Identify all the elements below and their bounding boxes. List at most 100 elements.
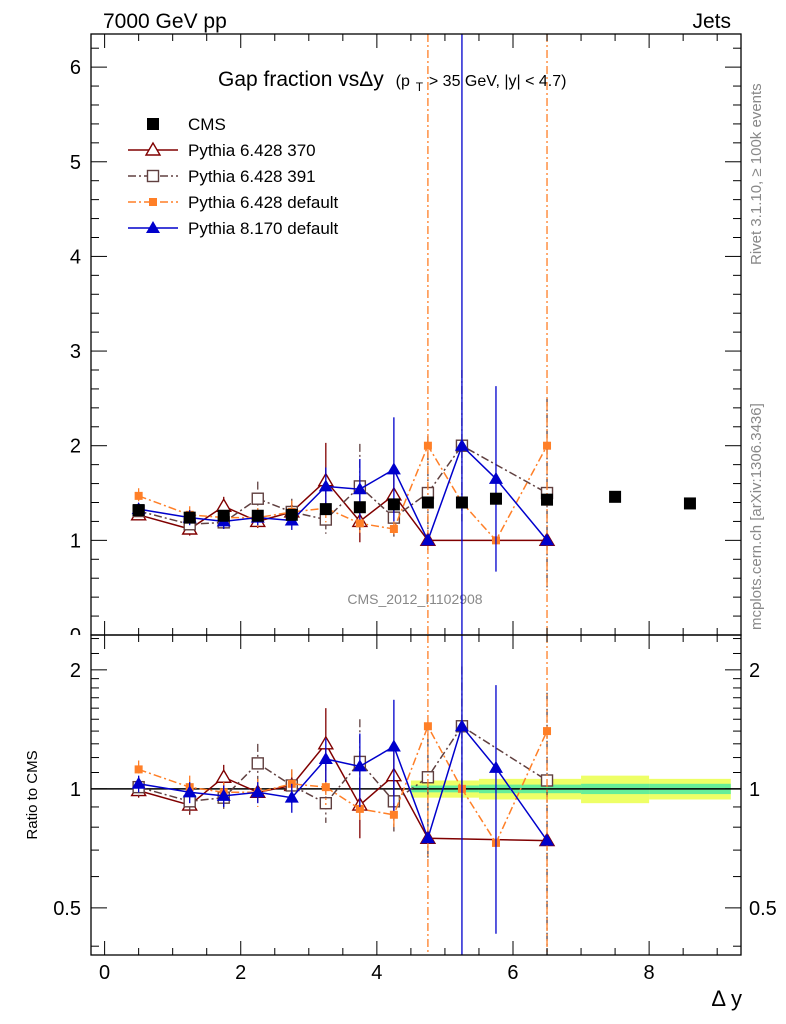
main-point-4-8 <box>420 533 435 546</box>
title-cut-sub: T <box>416 80 424 94</box>
ratio-y-tick-label-1: 1 <box>70 779 81 801</box>
main-point-0-11 <box>541 493 554 506</box>
main-point-1-2 <box>215 497 232 512</box>
main-point-2-3 <box>251 492 264 505</box>
main-point-4-5 <box>318 479 333 492</box>
x-tick-label-3: 6 <box>507 962 518 984</box>
ratio-y-tick-label-right-2: 2 <box>749 660 760 682</box>
main-point-3-7 <box>389 524 398 533</box>
main-point-4-11 <box>540 533 555 546</box>
main-point-0-7 <box>387 498 400 511</box>
main-point-3-11 <box>543 441 552 450</box>
ratio-point-1-2 <box>215 768 232 783</box>
main-point-0-3 <box>251 509 264 522</box>
process-label: Jets <box>692 10 731 33</box>
legend-marker-2 <box>146 169 160 183</box>
x-tick-label-0: 0 <box>99 962 110 984</box>
main-point-4-6 <box>352 482 367 495</box>
ratio-point-3-0 <box>134 765 143 774</box>
main-line-2 <box>138 444 548 526</box>
main-point-0-6 <box>353 501 366 514</box>
main-point-0-10 <box>489 492 502 505</box>
title-main: Gap fraction vsΔy <box>218 68 384 91</box>
main-y-tick-label-0: 0 <box>70 625 81 647</box>
legend: CMS Pythia 6.428 370 Pythia 6.428 391 Pythi… <box>128 115 339 238</box>
ratio-line-3 <box>138 724 548 845</box>
axes-frames <box>90 33 742 956</box>
main-series-0 <box>132 490 696 524</box>
legend-marker-0 <box>147 118 159 130</box>
ratio-point-4-10 <box>488 760 503 773</box>
legend-marker-1 <box>144 141 162 156</box>
ratio-point-4-8 <box>420 831 435 844</box>
main-point-3-6 <box>355 519 364 528</box>
main-point-4-10 <box>488 471 503 484</box>
rivet-version-label: Rivet 3.1.10, ≥ 100k events <box>748 83 765 265</box>
main-point-0-0 <box>132 504 145 517</box>
main-y-tick-label-6: 6 <box>70 57 81 79</box>
analysis-watermark: CMS_2012_I1102908 <box>347 591 482 607</box>
legend-label-2: Pythia 6.428 391 <box>188 167 316 186</box>
svg-text:Gap fraction vsΔy (p: Gap fraction vsΔy (p T > 35 GeV, |y| < 4… <box>218 68 566 96</box>
ratio-point-4-11 <box>540 833 555 846</box>
main-series-2 <box>132 369 554 588</box>
ratio-y-tick-label-right-0: 0.5 <box>749 898 777 920</box>
main-point-4-7 <box>386 462 401 475</box>
legend-item-3: Pythia 6.428 default <box>128 193 339 212</box>
main-y-tick-label-2: 2 <box>70 436 81 458</box>
axis-ticks: 0 2 4 6 8 0 1 2 3 4 5 6 0.5 0.5 1 1 2 2 <box>53 34 777 984</box>
legend-marker-4 <box>146 221 160 233</box>
legend-item-4: Pythia 8.170 default <box>128 219 339 238</box>
main-point-0-13 <box>683 497 696 510</box>
main-y-tick-label-1: 1 <box>70 530 81 552</box>
x-tick-label-1: 2 <box>235 962 246 984</box>
ratio-series <box>130 635 556 955</box>
ratio-point-4-4 <box>284 790 299 803</box>
legend-label-0: CMS <box>188 115 226 134</box>
main-point-0-5 <box>319 503 332 516</box>
ratio-y-tick-label-right-1: 1 <box>749 779 760 801</box>
main-series <box>130 34 696 635</box>
legend-label-4: Pythia 8.170 default <box>188 219 339 238</box>
title-cut-open: (p <box>396 73 410 90</box>
legend-marker-3 <box>149 198 157 206</box>
ratio-series-4 <box>131 635 555 955</box>
ratio-point-3-5 <box>321 783 330 792</box>
main-point-3-0 <box>134 491 143 500</box>
ratio-point-4-2 <box>216 788 231 801</box>
ratio-point-4-0 <box>131 776 146 789</box>
title-cut-rest: > 35 GeV, |y| < 4.7) <box>429 73 567 90</box>
main-line-3 <box>138 444 548 542</box>
ratio-point-3-8 <box>423 722 432 731</box>
ratio-point-4-1 <box>182 785 197 798</box>
ratio-series-1 <box>130 708 556 847</box>
energy-label: 7000 GeV pp <box>103 10 227 33</box>
ratio-point-4-5 <box>318 751 333 764</box>
main-line-4 <box>138 444 548 543</box>
ratio-point-4-7 <box>386 739 401 752</box>
x-axis-label: Δ y <box>711 986 742 1011</box>
main-point-0-4 <box>285 508 298 521</box>
ratio-frame <box>90 634 742 956</box>
main-point-4-9 <box>454 438 469 451</box>
legend-item-1: Pythia 6.428 370 <box>128 141 316 160</box>
ratio-point-2-3 <box>251 757 264 770</box>
ratio-y-axis-label: Ratio to CMS <box>24 750 41 839</box>
ratio-point-4-9 <box>454 719 469 732</box>
main-point-0-12 <box>609 490 622 503</box>
main-y-tick-label-4: 4 <box>70 246 81 268</box>
ratio-point-3-11 <box>543 727 552 736</box>
main-line-1 <box>138 479 547 542</box>
main-point-3-8 <box>423 441 432 450</box>
ratio-line-1 <box>138 742 548 842</box>
ratio-line-4 <box>138 724 548 842</box>
main-point-0-8 <box>421 496 434 509</box>
ratio-y-tick-label-2: 2 <box>70 660 81 682</box>
legend-label-3: Pythia 6.428 default <box>188 193 339 212</box>
main-point-0-2 <box>217 509 230 522</box>
x-tick-label-4: 8 <box>644 962 655 984</box>
ratio-point-3-7 <box>389 810 398 819</box>
main-point-0-9 <box>455 496 468 509</box>
plot-title: Gap fraction vsΔy (p T > 35 GeV, |y| < 4… <box>218 68 566 96</box>
